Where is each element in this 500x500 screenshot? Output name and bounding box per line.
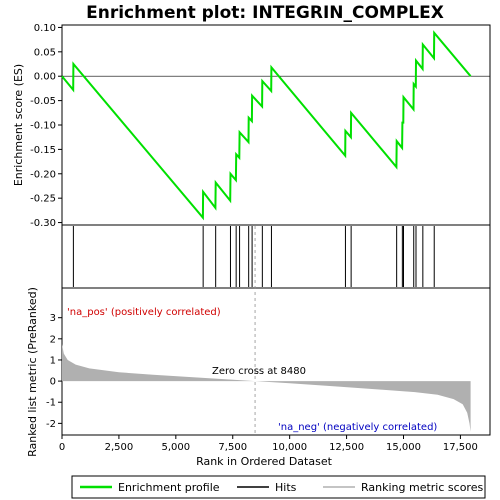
rank-ytick-label: 2 [50, 334, 56, 345]
rank-xlabel: Rank in Ordered Dataset [196, 455, 333, 468]
es-ytick-label: 0.05 [34, 47, 56, 58]
rank-xtick-label: 2,500 [105, 442, 134, 453]
hits-panel [61, 224, 491, 289]
rank-ytick-label: 0 [50, 377, 56, 388]
es-ylabel: Enrichment score (ES) [12, 64, 25, 186]
rank-xtick-label: 5,000 [162, 442, 191, 453]
es-ytick-label: -0.15 [30, 145, 56, 156]
es-ytick-label: -0.30 [30, 218, 56, 229]
es-panel-frame [61, 24, 491, 226]
hit-marks [72, 226, 435, 287]
rank-y-axis: 3 2 1 0 -1 -2 [46, 313, 62, 430]
es-ytick-label: -0.20 [30, 169, 56, 180]
es-panel: 0.10 0.05 0.00 -0.05 -0.10 -0.15 -0.20 -0.25 -0.… [12, 23, 491, 229]
legend-label: Hits [275, 481, 297, 494]
rank-ylabel: Ranked list metric (PreRanked) [26, 287, 39, 457]
rank-xtick-label: 12,500 [329, 442, 364, 453]
pos-correlated-label: 'na_pos' (positively correlated) [67, 307, 221, 318]
rank-xtick-label: 17,500 [443, 442, 478, 453]
zero-cross-label: Zero cross at 8480 [212, 366, 306, 377]
rank-xtick-label: 15,000 [386, 442, 421, 453]
rank-panel: 3 2 1 0 -1 -2 0 2,500 5,000 7,500 10,000 12,500 15,… [26, 226, 491, 468]
enrichment-profile-line [61, 30, 472, 221]
legend: Enrichment profile Hits Ranking metric sco… [71, 475, 486, 499]
rank-ytick-label: -1 [46, 398, 56, 409]
rank-ytick-label: 3 [50, 313, 56, 324]
rank-xtick-label: 0 [59, 442, 65, 453]
es-ytick-label: 0.00 [34, 72, 56, 83]
es-y-axis: 0.10 0.05 0.00 -0.05 -0.10 -0.15 -0.20 -0.25 -0.… [30, 23, 62, 229]
es-ytick-label: -0.25 [30, 194, 56, 205]
rank-panel-frame [61, 287, 491, 436]
rank-xtick-label: 10,000 [272, 442, 307, 453]
legend-label: Ranking metric scores [361, 481, 483, 494]
neg-correlated-label: 'na_neg' (negatively correlated) [278, 422, 437, 433]
es-ytick-label: -0.05 [30, 96, 56, 107]
rank-ytick-label: -2 [46, 419, 56, 430]
legend-label: Enrichment profile [118, 481, 220, 494]
hits-panel-frame [61, 224, 491, 289]
legend-box [71, 475, 486, 499]
rank-x-axis: 0 2,500 5,000 7,500 10,000 12,500 15,000 17,500 [59, 435, 478, 453]
rank-ytick-label: 1 [50, 355, 56, 366]
rank-xtick-label: 7,500 [218, 442, 247, 453]
ranking-metric-area [62, 344, 471, 432]
es-ytick-label: 0.10 [34, 23, 56, 34]
chart-title: Enrichment plot: INTEGRIN_COMPLEX [86, 3, 444, 23]
es-ytick-label: -0.10 [30, 121, 56, 132]
